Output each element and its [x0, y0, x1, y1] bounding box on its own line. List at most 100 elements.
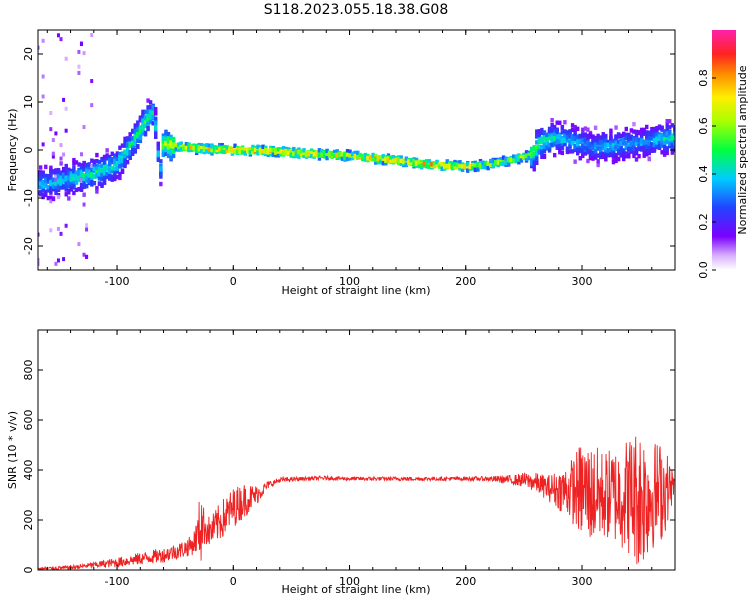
- spectrogram-cell: [92, 166, 97, 172]
- spectrogram-cell: [59, 161, 63, 166]
- spectrogram-cell: [38, 45, 40, 50]
- spectrogram-cell: [61, 178, 66, 183]
- spectrogram-cell: [56, 195, 60, 200]
- spectrogram-cell: [95, 189, 99, 194]
- spectrogram-cell: [573, 144, 577, 149]
- spectrogram-cell: [64, 128, 68, 133]
- spectrogram-cell: [338, 151, 342, 157]
- spectrogram-cell: [82, 163, 86, 168]
- spectrogram-cell: [82, 173, 86, 178]
- snr-axes: -100 0 100 200 300 0 200 400 600 800: [22, 330, 676, 588]
- spectrogram-cell: [509, 157, 513, 162]
- spectrogram-cell: [266, 152, 270, 158]
- spectrogram-cell: [77, 242, 81, 247]
- spectrogram-cell: [642, 150, 646, 156]
- spectrogram-cell: [445, 163, 449, 169]
- spectrogram-cell: [59, 171, 63, 176]
- spectrogram-cell: [217, 147, 222, 152]
- spectrogram-cell: [49, 168, 53, 173]
- spectrogram-cell: [499, 161, 503, 167]
- spectrogram-cell: [251, 146, 255, 152]
- spectrogram-cell: [87, 173, 91, 178]
- spectrogram-cell: [555, 120, 559, 125]
- spectrogram-cell: [169, 146, 173, 151]
- spectrogram-cell: [56, 174, 61, 179]
- spectrogram-cell: [560, 143, 565, 148]
- spectrogram-cell: [519, 158, 524, 163]
- spectrogram-cell: [41, 192, 45, 198]
- spectrogram-cell: [627, 136, 631, 141]
- spectrogram-cell: [284, 148, 288, 154]
- spectrogram-cell: [614, 134, 618, 139]
- spectrogram-cell: [87, 164, 91, 169]
- spectrogram-cell: [49, 127, 53, 132]
- spectrogram-cell: [74, 174, 79, 179]
- spectrogram-cell: [62, 152, 66, 157]
- spectrogram-cell: [604, 138, 608, 143]
- colorbar-tick-label: 0.2: [697, 213, 710, 231]
- spectrogram-cell: [146, 117, 150, 123]
- spectrogram-cell: [529, 146, 534, 152]
- spectrogram-cell: [174, 147, 178, 152]
- spectrogram-cell: [69, 177, 74, 182]
- spectrogram-cell: [596, 162, 600, 168]
- spectrogram-cell: [517, 160, 521, 165]
- spectrogram-cell: [67, 171, 71, 176]
- spectrogram-cell: [125, 142, 130, 147]
- spectrogram-cell: [532, 161, 536, 166]
- spectrogram-cell: [335, 149, 340, 154]
- spectrogram-cell: [64, 56, 68, 61]
- spectrogram-cell: [491, 163, 495, 168]
- spectrogram-cell: [558, 120, 562, 125]
- spectrogram-cell: [466, 165, 470, 170]
- y-tick-label: 0: [22, 147, 35, 154]
- spectrogram-cell: [136, 138, 140, 144]
- spectrogram-cell: [414, 157, 419, 163]
- spectrogram-cell: [652, 142, 657, 148]
- spectrogram-cell: [583, 134, 588, 140]
- spectrogram-cell: [77, 187, 81, 192]
- spectrogram-cell: [69, 168, 74, 174]
- spectrogram-cell: [616, 156, 621, 162]
- spectrogram-cell: [179, 141, 184, 146]
- spectrogram-cell: [146, 109, 150, 114]
- spectrogram-cell: [92, 163, 97, 168]
- spectrogram-cell: [619, 145, 623, 151]
- spectrogram-cell: [399, 155, 403, 160]
- spectrogram-cell: [322, 149, 327, 155]
- spectrogram-cell: [611, 159, 616, 165]
- spectrogram-cell: [560, 138, 565, 144]
- spectrogram-cell: [240, 150, 245, 155]
- spectrogram-cell: [622, 140, 626, 145]
- spectrogram-cell: [542, 143, 547, 149]
- spectrogram-cell: [169, 137, 173, 142]
- spectrogram-cell: [233, 149, 237, 154]
- spectrogram-cell: [143, 132, 148, 137]
- spectrogram-cell: [90, 79, 94, 84]
- spectrogram-cell: [123, 150, 127, 155]
- spectrogram-cell: [501, 155, 506, 160]
- spectrogram-cell: [373, 160, 378, 165]
- spectrogram-cell: [217, 142, 222, 148]
- spectrogram-cell: [596, 146, 600, 151]
- spectrogram-cell: [131, 128, 135, 134]
- spectrogram-cell: [512, 154, 516, 159]
- spectrogram-cell: [192, 143, 196, 148]
- spectrogram-cell: [82, 176, 86, 181]
- spectrogram-cell: [74, 160, 79, 165]
- spectrogram-cell: [49, 181, 53, 187]
- spectrogram-cell: [596, 133, 600, 139]
- spectrogram-cell: [118, 160, 122, 165]
- spectrogram-cell: [166, 145, 171, 150]
- spectrogram-cell: [655, 132, 659, 138]
- colorbar-gradient: [712, 30, 736, 270]
- spectrogram-cell: [476, 167, 480, 172]
- spectrogram-cell: [97, 176, 102, 181]
- spectrogram-cell: [578, 148, 582, 154]
- spectrogram-cell: [184, 141, 189, 147]
- spectrogram-cell: [575, 147, 580, 152]
- spectrogram-cell: [593, 155, 598, 160]
- spectrogram-cell: [238, 149, 242, 154]
- spectrogram-cell: [361, 153, 365, 159]
